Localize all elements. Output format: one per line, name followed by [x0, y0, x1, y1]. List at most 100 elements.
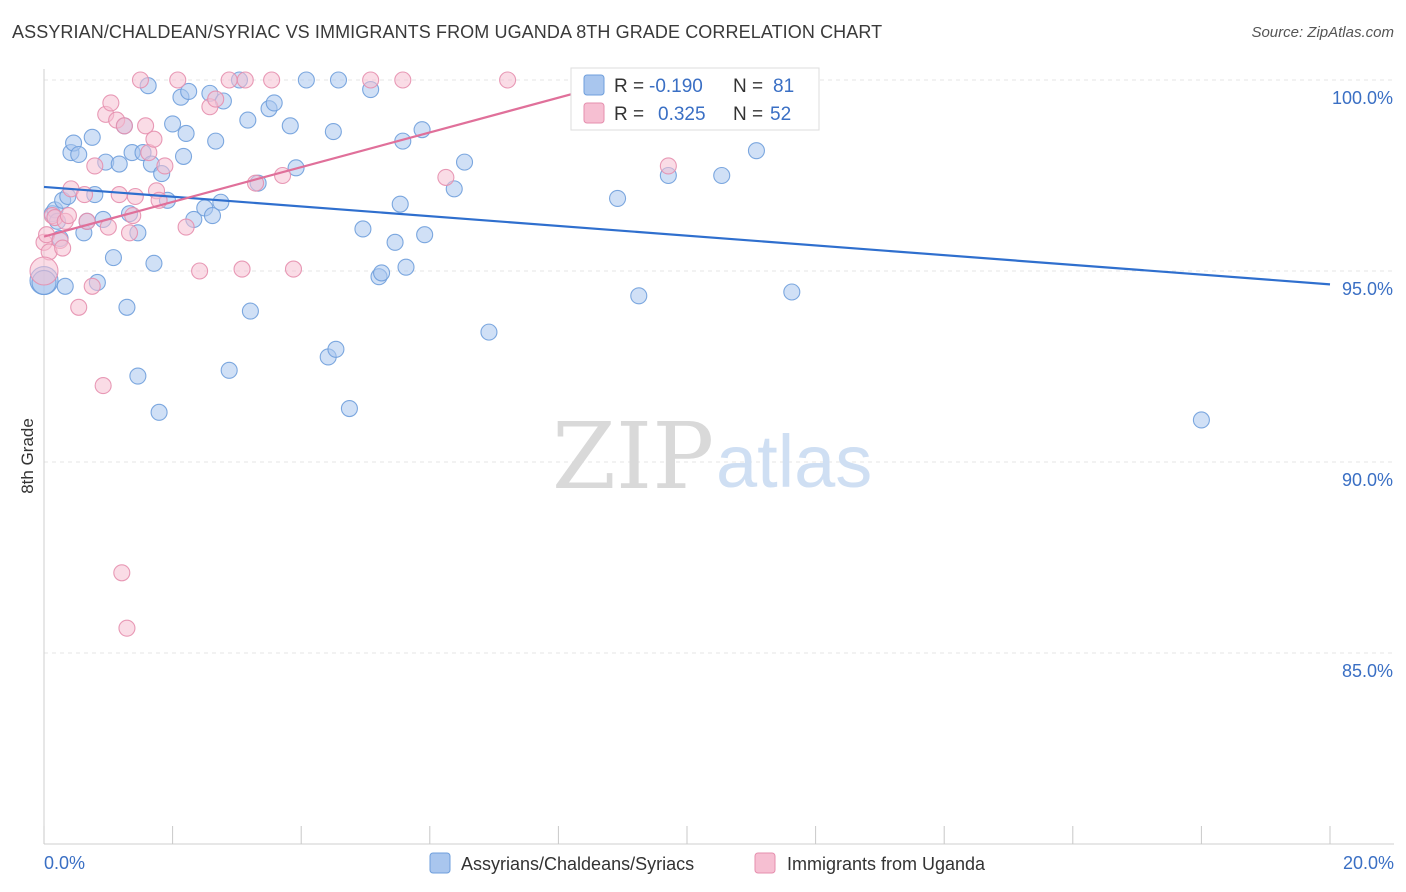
assyrians-point	[110, 155, 128, 173]
bottom-legend-label-uganda: Immigrants from Uganda	[787, 854, 986, 874]
assyrians-point	[324, 123, 342, 141]
bottom-legend-label-assyrians: Assyrians/Chaldeans/Syriacs	[461, 854, 694, 874]
legend-n-label-2: N =	[733, 104, 763, 125]
uganda-point	[191, 262, 209, 280]
source-label: Source: ZipAtlas.com	[1251, 24, 1394, 41]
assyrians-point	[386, 233, 404, 251]
assyrians-point	[340, 399, 358, 418]
assyrians-point	[241, 302, 259, 320]
uganda-point	[102, 94, 120, 112]
trend-lines	[43, 82, 1331, 286]
uganda-point	[236, 71, 254, 89]
y-tick-labels: 85.0% 90.0% 95.0% 100.0%	[1332, 88, 1393, 681]
uganda-point	[120, 224, 139, 242]
assyrians-point	[174, 147, 193, 165]
legend-r-label-1: R =	[614, 76, 644, 97]
assyrians-point	[630, 287, 648, 305]
uganda-point	[145, 130, 163, 148]
assyrians-point	[118, 298, 136, 316]
assyrians-point	[177, 124, 195, 143]
uganda-point	[126, 187, 144, 206]
axes	[43, 69, 1394, 845]
assyrians-point	[70, 145, 88, 164]
uganda-point	[137, 117, 155, 135]
assyrians-point	[445, 180, 463, 198]
assyrians-point	[180, 82, 198, 101]
assyrians-point	[207, 132, 225, 150]
trend-line-assyrians	[43, 185, 1331, 286]
uganda-point	[394, 71, 412, 89]
grid-lines	[44, 79, 1394, 654]
assyrians-point	[56, 277, 74, 295]
assyrians-point	[104, 249, 122, 267]
assyrians-point	[327, 340, 345, 358]
correlation-legend: R = -0.190 N = 81 R = 0.325 N = 52	[570, 67, 820, 131]
uganda-point	[437, 168, 455, 186]
x-ticks	[43, 826, 1331, 844]
assyrians-point	[281, 117, 299, 135]
assyrians-point	[783, 283, 801, 301]
legend-n-value-2: 52	[770, 104, 791, 125]
uganda-point	[499, 71, 517, 89]
assyrians-point	[354, 220, 372, 238]
uganda-point	[207, 90, 225, 108]
assyrians-point	[480, 323, 498, 341]
y-tick-label-90: 90.0%	[1342, 470, 1393, 490]
uganda-point	[177, 218, 195, 236]
assyrians-point	[129, 367, 147, 385]
uganda-point	[54, 239, 72, 257]
assyrians-point	[373, 264, 391, 282]
bottom-legend-swatch-blue	[429, 852, 451, 874]
watermark: ZIP atlas	[552, 403, 872, 510]
uganda-point	[284, 260, 303, 278]
uganda-point	[118, 619, 136, 637]
uganda-point	[115, 117, 133, 135]
chart-title: ASSYRIAN/CHALDEAN/SYRIAC VS IMMIGRANTS F…	[12, 22, 883, 42]
legend-swatch-blue	[583, 74, 605, 96]
legend-box	[570, 67, 820, 131]
uganda-point	[59, 207, 77, 225]
assyrians-point	[83, 128, 101, 146]
uganda-point	[113, 564, 131, 582]
legend-n-label-1: N =	[733, 76, 763, 97]
watermark-atlas: atlas	[716, 420, 872, 503]
legend-r-label-2: R =	[614, 104, 644, 125]
assyrians-point	[713, 166, 731, 185]
assyrians-point	[297, 71, 315, 89]
assyrians-point	[145, 254, 163, 272]
bottom-legend-swatch-pink	[754, 852, 776, 874]
assyrians-point	[747, 142, 765, 160]
uganda-point	[83, 277, 101, 295]
assyrians-point	[416, 226, 434, 244]
y-tick-label-95: 95.0%	[1342, 279, 1393, 299]
trend-line-uganda	[43, 82, 611, 238]
y-axis-title: 8th Grade	[18, 418, 37, 494]
x-tick-label-max: 20.0%	[1343, 853, 1394, 873]
y-tick-label-100: 100.0%	[1332, 88, 1393, 108]
assyrians-point	[212, 193, 230, 211]
x-tick-label-min: 0.0%	[44, 853, 85, 873]
y-tick-label-85: 85.0%	[1342, 661, 1393, 681]
legend-n-value-1: 81	[773, 76, 794, 97]
assyrians-point	[391, 195, 409, 213]
uganda-point	[29, 256, 59, 286]
assyrians-point	[239, 111, 257, 129]
uganda-point	[659, 157, 677, 175]
assyrians-point	[164, 115, 182, 133]
assyrians-point	[203, 207, 222, 225]
uganda-point	[110, 186, 128, 204]
assyrians-point	[609, 189, 627, 207]
assyrians-point	[150, 403, 168, 421]
assyrians-point	[397, 258, 415, 276]
series-uganda-points	[29, 71, 677, 637]
uganda-point	[169, 71, 187, 89]
uganda-point	[233, 260, 251, 278]
assyrians-point	[1192, 411, 1210, 429]
assyrians-point	[329, 71, 348, 89]
uganda-point	[263, 71, 281, 89]
legend-swatch-pink	[583, 102, 605, 124]
assyrians-point	[265, 94, 283, 112]
assyrians-point	[455, 153, 474, 171]
assyrians-point	[220, 361, 238, 379]
